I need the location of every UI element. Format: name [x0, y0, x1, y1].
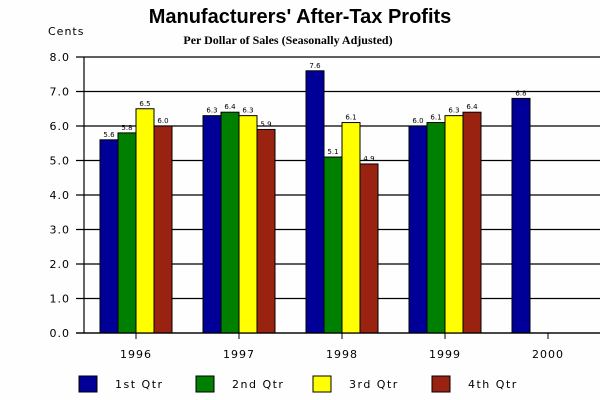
data-labels: 5.6 5.8 6.5 6.0 6.3 6.4 6.3 5.9 7.6 5.1 6.1 4.9 6.0 6… [103, 62, 526, 163]
y-tick-label: 3.0 [50, 224, 71, 237]
y-tick-label: 5.0 [50, 155, 71, 168]
legend: 1st Qtr 2nd Qtr 3rd Qtr 4th Qtr [78, 375, 518, 393]
bar-1999-4th-qtr [462, 111, 482, 334]
legend-swatch [195, 375, 215, 393]
y-axis-ticks: 0.0 1.0 2.0 3.0 4.0 5.0 6.0 7.0 8.0 [50, 51, 71, 340]
y-tick-label: 4.0 [50, 189, 71, 202]
data-label: 6.3 [242, 107, 253, 115]
legend-item: 4th Qtr [431, 375, 518, 393]
x-tick-label: 1996 [120, 348, 152, 361]
chart-subtitle: Per Dollar of Sales (Seasonally Adjusted… [183, 33, 392, 47]
y-tick-label: 1.0 [50, 293, 71, 306]
data-label: 6.8 [515, 89, 526, 97]
legend-swatch [312, 375, 332, 393]
data-label: 6.4 [224, 103, 236, 111]
data-label: 6.0 [157, 117, 168, 125]
legend-label: 2nd Qtr [232, 378, 284, 391]
y-axis-label: Cents [48, 25, 84, 38]
bar-1996-1st-qtr [99, 139, 119, 334]
data-label: 4.9 [363, 155, 374, 163]
data-label: 5.9 [260, 120, 271, 128]
bar-1998-3rd-qtr [341, 122, 361, 334]
bar-1998-4th-qtr [359, 163, 379, 334]
bar-1997-3rd-qtr [238, 115, 258, 334]
legend-swatch [78, 375, 98, 393]
data-label: 7.6 [309, 62, 321, 70]
y-tick-label: 7.0 [50, 86, 71, 99]
data-label: 6.1 [430, 114, 441, 122]
bar-1996-3rd-qtr [135, 108, 155, 334]
legend-item: 3rd Qtr [312, 375, 399, 393]
bar-1999-3rd-qtr [444, 115, 464, 334]
data-label: 5.8 [121, 124, 132, 132]
data-label: 6.1 [345, 114, 356, 122]
x-tick-label: 1997 [223, 348, 255, 361]
data-label: 6.4 [466, 103, 478, 111]
bar-1998-2nd-qtr [323, 156, 343, 334]
legend-item: 2nd Qtr [195, 375, 284, 393]
legend-label: 3rd Qtr [349, 378, 399, 391]
data-label: 6.5 [139, 100, 150, 108]
bar-1996-4th-qtr [153, 125, 173, 334]
x-axis-ticks: 1996 1997 1998 1999 2000 [120, 333, 564, 361]
bar-1996-2nd-qtr [117, 132, 137, 334]
y-tick-label: 6.0 [50, 120, 71, 133]
bars [99, 70, 531, 334]
y-tick-label: 2.0 [50, 258, 71, 271]
bar-1999-1st-qtr [408, 125, 428, 334]
data-label: 6.3 [206, 107, 217, 115]
data-label: 6.0 [412, 117, 423, 125]
data-label: 5.6 [103, 131, 115, 139]
data-label: 6.3 [448, 107, 459, 115]
legend-label: 4th Qtr [468, 378, 518, 391]
chart-title: Manufacturers' After-Tax Profits [149, 6, 452, 28]
axes [76, 57, 600, 334]
bar-1999-2nd-qtr [426, 122, 446, 334]
bar-1997-4th-qtr [256, 128, 276, 334]
bar-1997-1st-qtr [202, 115, 222, 334]
y-tick-label: 0.0 [50, 327, 71, 340]
bar-1998-1st-qtr [305, 70, 325, 334]
x-tick-label: 2000 [532, 348, 564, 361]
x-tick-label: 1998 [326, 348, 358, 361]
bar-2000-1st-qtr [511, 97, 531, 334]
legend-label: 1st Qtr [115, 378, 164, 391]
legend-swatch [431, 375, 451, 393]
data-label: 5.1 [327, 148, 338, 156]
y-tick-label: 8.0 [50, 51, 71, 64]
legend-item: 1st Qtr [78, 375, 164, 393]
bar-1997-2nd-qtr [220, 111, 240, 334]
x-tick-label: 1999 [429, 348, 461, 361]
